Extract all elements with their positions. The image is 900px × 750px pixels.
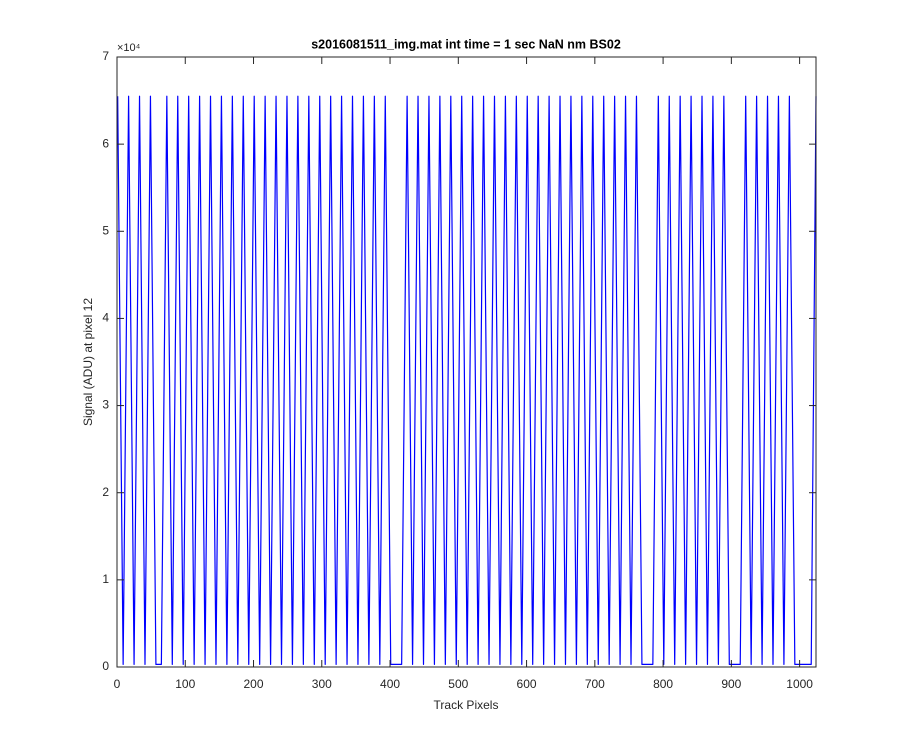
y-tick-label: 2 — [102, 485, 109, 499]
y-tick-label: 6 — [102, 136, 109, 150]
x-tick-label: 900 — [721, 677, 741, 691]
x-tick-label: 0 — [114, 677, 121, 691]
chart-title: s2016081511_img.mat int time = 1 sec NaN… — [311, 37, 621, 51]
y-axis-label: Signal (ADU) at pixel 12 — [81, 298, 95, 426]
y-tick-label: 5 — [102, 223, 109, 237]
x-tick-label: 300 — [312, 677, 332, 691]
x-tick-label: 400 — [380, 677, 400, 691]
x-tick-label: 1000 — [786, 677, 813, 691]
y-tick-label: 3 — [102, 398, 109, 412]
x-axis-label: Track Pixels — [434, 698, 499, 712]
y-multiplier: ×10⁴ — [117, 42, 141, 54]
x-tick-label: 500 — [448, 677, 468, 691]
x-tick-label: 200 — [244, 677, 264, 691]
x-tick-label: 100 — [175, 677, 195, 691]
y-tick-label: 4 — [102, 311, 109, 325]
axes-box — [116, 56, 817, 668]
y-tick-label: 0 — [102, 659, 109, 673]
x-tick-label: 800 — [653, 677, 673, 691]
y-tick-label: 1 — [102, 572, 109, 586]
x-tick-label: 600 — [517, 677, 537, 691]
data-line — [117, 95, 817, 665]
y-tick-label: 7 — [102, 49, 109, 63]
x-tick-label: 700 — [585, 677, 605, 691]
